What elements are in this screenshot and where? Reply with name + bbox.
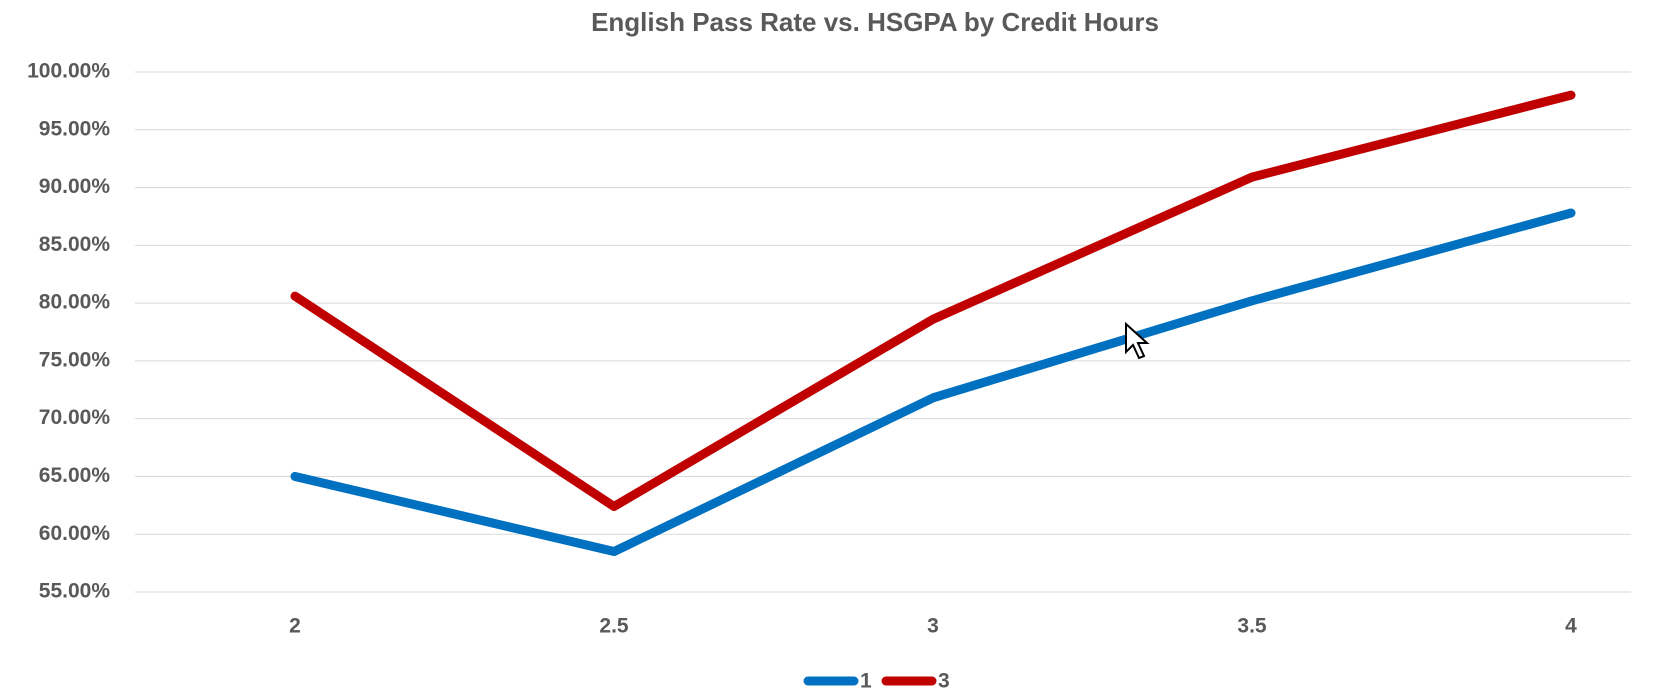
y-tick-label: 90.00% (39, 175, 111, 198)
x-tick-label: 2 (289, 615, 301, 638)
legend-label: 3 (938, 670, 950, 691)
line-series (290, 90, 1576, 511)
y-tick-label: 65.00% (39, 464, 111, 487)
legend-label: 1 (860, 670, 872, 691)
chart-title: English Pass Rate vs. HSGPA by Credit Ho… (591, 7, 1159, 37)
line-series (290, 208, 1576, 557)
y-tick-label: 95.00% (39, 117, 111, 140)
y-tick-label: 80.00% (39, 291, 111, 314)
y-tick-label: 55.00% (39, 580, 111, 603)
y-tick-label: 75.00% (39, 348, 111, 371)
x-tick-label: 2.5 (599, 615, 629, 638)
x-tick-label: 3 (927, 615, 939, 638)
x-tick-label: 4 (1565, 615, 1577, 638)
y-tick-label: 70.00% (39, 406, 111, 429)
y-tick-label: 85.00% (39, 233, 111, 256)
mouse-cursor (1125, 321, 1150, 360)
y-tick-label: 100.00% (27, 60, 110, 83)
x-tick-label: 3.5 (1237, 615, 1267, 638)
y-tick-label: 60.00% (39, 522, 111, 545)
